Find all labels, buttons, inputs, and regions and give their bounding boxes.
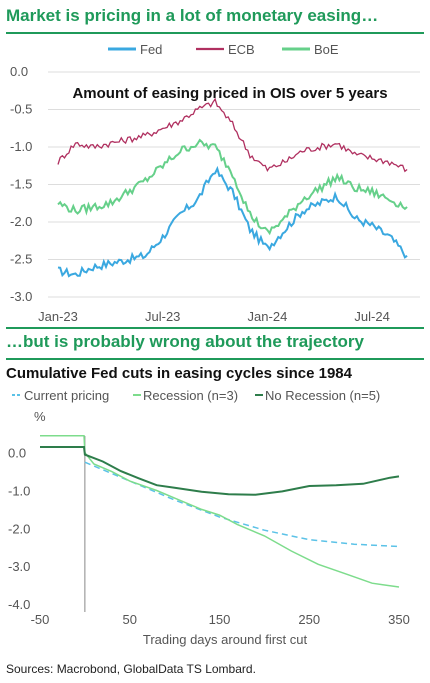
chart-fed-cuts: 0.0 -1.0 -2.0 -3.0 -4.0-50 50 150 250 350 Trading… [8, 388, 410, 647]
legend-label-fed: Fed [140, 42, 162, 57]
header-trajectory: …but is probably wrong about the traject… [6, 332, 364, 351]
y-tick-label: 0.0 [8, 446, 26, 461]
y-tick-label: -0.5 [10, 102, 32, 117]
chart2-title: Cumulative Fed cuts in easing cycles sin… [6, 365, 352, 382]
chart-ois-easing: 0.0 -0.5 -1.0 -1.5 -2.0 -2.5 -3.0 Jan-23 Jul-23 J… [10, 42, 420, 324]
series-line-no-recession [40, 446, 400, 496]
series-line-fed [57, 165, 408, 278]
header-rule-top [6, 32, 424, 34]
chart1-title: Amount of easing priced in OIS over 5 ye… [72, 85, 387, 102]
y-tick-label: -1.0 [8, 484, 30, 499]
source-note: Sources: Macrobond, GlobalData TS Lombar… [6, 662, 256, 676]
y-tick-label: -1.0 [10, 139, 32, 154]
series-line-recession [40, 434, 400, 588]
x-tick-label: Jan-24 [248, 309, 288, 324]
x-tick-label: Jul-24 [354, 309, 389, 324]
y-tick-label: -3.0 [8, 559, 30, 574]
series-line-ecb [57, 97, 408, 173]
legend-label-ecb: ECB [228, 42, 255, 57]
x-tick-label: 150 [209, 612, 231, 627]
header-easing: Market is pricing in a lot of monetary e… [6, 6, 379, 25]
legend-label-no-recession: No Recession (n=5) [265, 388, 380, 403]
y-tick-label: -3.0 [10, 289, 32, 304]
y-tick-label: -2.0 [8, 521, 30, 536]
x-tick-label: Jan-23 [38, 309, 78, 324]
y-tick-label: -2.0 [10, 214, 32, 229]
x-tick-label: 350 [388, 612, 410, 627]
header-rule-middle [6, 327, 424, 329]
legend-label-recession: Recession (n=3) [143, 388, 238, 403]
x-tick-label: -50 [31, 612, 50, 627]
header-rule-bottom [6, 358, 424, 360]
x-axis-label: Trading days around first cut [143, 632, 308, 647]
y-axis-label: % [34, 409, 46, 424]
series-line-boe [57, 138, 408, 236]
legend-label-boe: BoE [314, 42, 339, 57]
legend-label-current-pricing: Current pricing [24, 388, 109, 403]
y-tick-label: 0.0 [10, 64, 28, 79]
x-tick-label: Jul-23 [145, 309, 180, 324]
y-tick-label: -4.0 [8, 597, 30, 612]
x-tick-label: 250 [298, 612, 320, 627]
y-tick-label: -2.5 [10, 252, 32, 267]
series-line-current-pricing [84, 461, 400, 548]
x-tick-label: 50 [123, 612, 137, 627]
y-tick-label: -1.5 [10, 177, 32, 192]
